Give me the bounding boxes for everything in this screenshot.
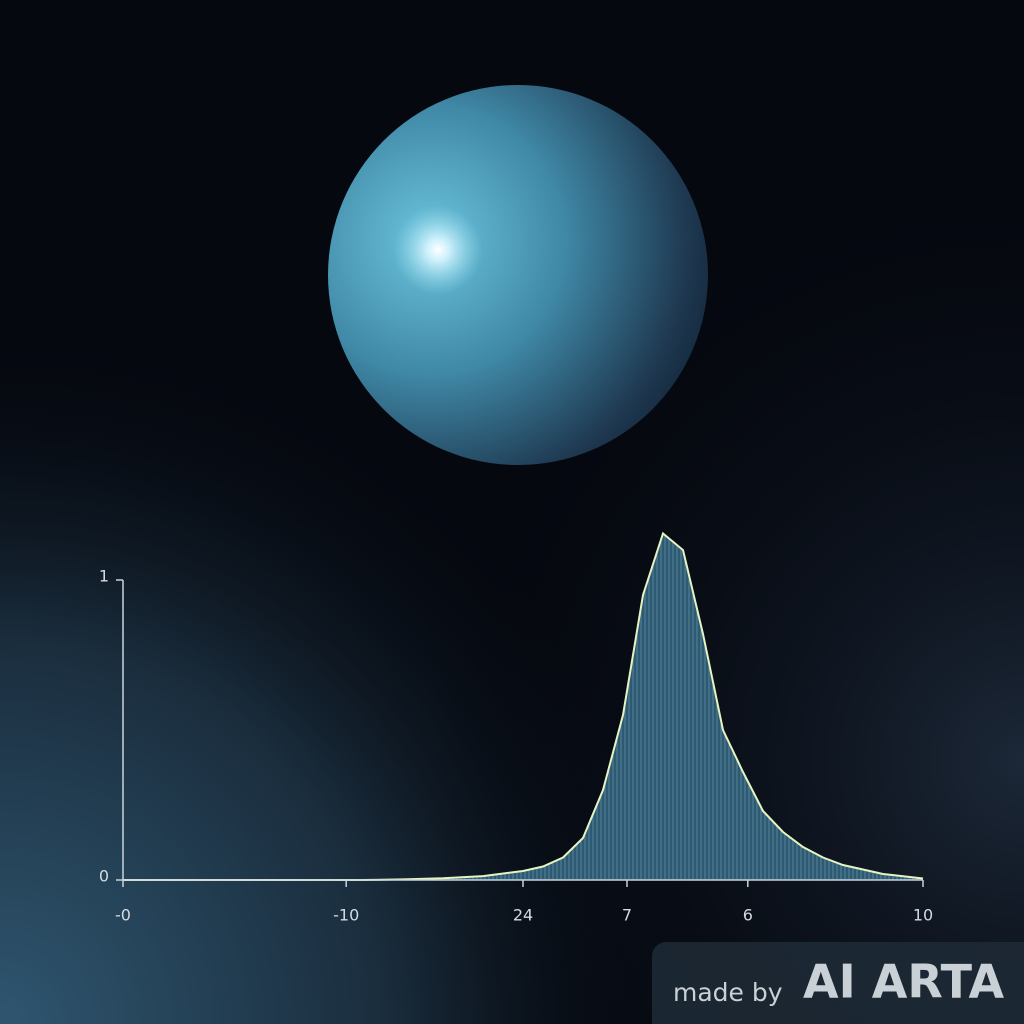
sphere-highlight xyxy=(393,205,483,295)
watermark-box xyxy=(652,942,1024,1024)
x-tick-label: -0 xyxy=(115,906,131,925)
watermark-brand: AI ARTA xyxy=(803,955,1004,1009)
y-tick-label: 0 xyxy=(99,867,109,886)
x-tick-label: 6 xyxy=(743,906,753,925)
plot: 0 1 -0 -10 24 7 6 10 xyxy=(99,531,933,925)
x-tick-label: 10 xyxy=(913,906,933,925)
watermark-prefix: made by xyxy=(673,978,783,1007)
x-tick-label: 7 xyxy=(622,906,632,925)
y-tick-label: 1 xyxy=(99,567,109,586)
sphere xyxy=(328,85,708,465)
area-fill xyxy=(123,533,923,880)
curve xyxy=(123,531,924,881)
x-tick-label: 24 xyxy=(513,906,533,925)
x-tick-label: -10 xyxy=(333,906,359,925)
